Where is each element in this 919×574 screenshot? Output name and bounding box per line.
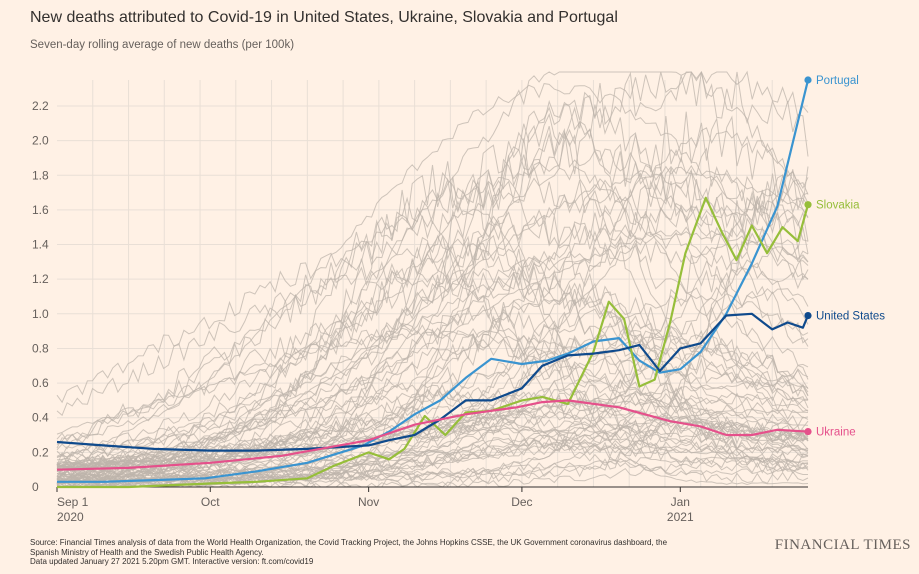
- brand-logo: FINANCIAL TIMES: [774, 537, 911, 553]
- other-country-line: [56, 165, 809, 488]
- other-country-line: [56, 333, 809, 472]
- other-country-line: [56, 211, 809, 458]
- other-countries-lines: [56, 70, 809, 488]
- other-country-line: [56, 176, 809, 480]
- series-end-label: United States: [816, 311, 885, 323]
- other-country-line: [56, 222, 809, 480]
- series-end-label: Ukraine: [816, 427, 856, 439]
- series-end-marker: [804, 76, 812, 84]
- other-country-line: [56, 389, 809, 459]
- y-tick-label: 2.0: [32, 134, 49, 148]
- other-country-line: [56, 127, 809, 475]
- other-country-line: [56, 246, 809, 470]
- series-end-marker: [804, 201, 812, 209]
- other-country-line: [56, 315, 809, 471]
- other-country-line: [56, 328, 809, 435]
- other-country-line: [56, 288, 809, 484]
- y-tick-label: 2.2: [32, 99, 49, 113]
- series-line-slovakia: [57, 196, 810, 489]
- other-country-line: [56, 127, 809, 449]
- y-tick-label: 1.6: [32, 203, 49, 217]
- x-tick-sublabel: 2020: [57, 510, 84, 524]
- x-tick-sublabel: 2021: [667, 510, 694, 524]
- y-tick-label: 0.2: [32, 445, 49, 459]
- source-footer: Source: Financial Times analysis of data…: [30, 538, 760, 567]
- other-country-line: [56, 169, 809, 471]
- other-country-line: [56, 324, 809, 456]
- x-tick-label: Nov: [358, 495, 379, 509]
- series-end-marker: [804, 311, 812, 320]
- y-tick-label: 1.2: [32, 272, 49, 286]
- source-line-1: Source: Financial Times analysis of data…: [30, 538, 668, 547]
- source-line-3: Data updated January 27 2021 5.20pm GMT.…: [30, 557, 314, 566]
- series-end-label: Slovakia: [816, 200, 860, 212]
- y-tick-label: 1.4: [32, 238, 49, 252]
- other-country-line: [56, 437, 809, 484]
- x-tick-label: Sep 1: [57, 495, 89, 509]
- other-country-line: [56, 71, 809, 466]
- chart-subtitle: Seven-day rolling average of new deaths …: [30, 39, 295, 51]
- other-country-line: [56, 236, 809, 404]
- series-end-marker: [804, 427, 812, 436]
- other-country-line: [56, 231, 809, 466]
- x-tick-label: Oct: [201, 495, 220, 509]
- chart-title: New deaths attributed to Covid-19 in Uni…: [30, 9, 618, 26]
- y-tick-label: 0.6: [32, 376, 49, 390]
- highlighted-series: Portugal Slovakia United States Ukraine: [56, 75, 885, 489]
- other-country-line: [56, 99, 808, 487]
- y-tick-label: 0.4: [32, 411, 49, 425]
- source-line-2: Spanish Ministry of Health and the Swedi…: [30, 547, 264, 557]
- other-country-line: [57, 456, 809, 488]
- y-tick-label: 1.0: [32, 307, 49, 321]
- y-tick-label: 0: [32, 480, 39, 494]
- other-country-line: [56, 392, 809, 468]
- other-country-line: [56, 378, 809, 478]
- series-line-ukraine: [56, 399, 809, 471]
- x-tick-label: Dec: [511, 495, 532, 509]
- y-tick-label: 1.8: [32, 168, 49, 182]
- other-country-line: [56, 166, 809, 442]
- series-line-united-states: [56, 312, 810, 452]
- other-country-line: [56, 409, 809, 481]
- series-end-label: Portugal: [816, 75, 859, 87]
- y-tick-label: 0.8: [32, 341, 49, 355]
- series-line-portugal: [57, 79, 810, 483]
- x-tick-label: Jan: [671, 495, 690, 509]
- other-country-line: [56, 161, 809, 485]
- other-country-line: [56, 71, 809, 462]
